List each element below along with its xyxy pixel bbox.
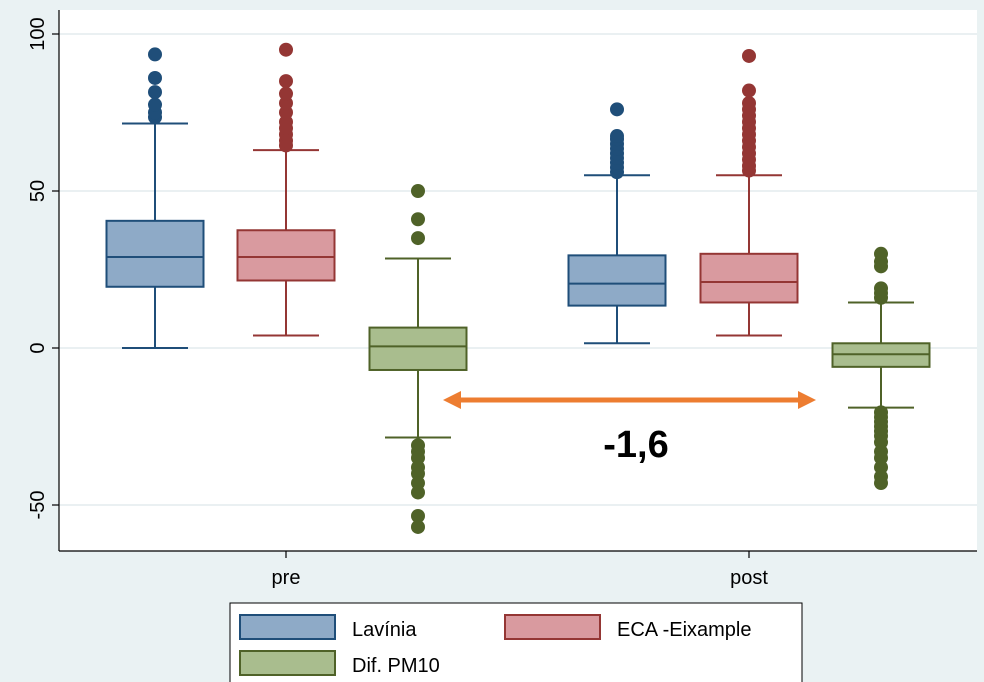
- legend-item-0: Lavínia: [240, 615, 417, 641]
- outlier-point: [742, 96, 756, 110]
- outlier-point: [610, 129, 624, 143]
- legend: Lavínia ECA -Eixample Dif. PM10: [230, 603, 802, 682]
- outlier-point: [411, 520, 425, 534]
- outlier-point: [874, 281, 888, 295]
- outlier-point: [874, 476, 888, 490]
- legend-label: ECA -Eixample: [617, 619, 752, 641]
- y-axis-ticks: 100 50 0 -50: [27, 17, 59, 519]
- legend-label: Dif. PM10: [352, 655, 440, 677]
- outlier-point: [411, 184, 425, 198]
- outlier-point: [874, 247, 888, 261]
- iqr-box: [107, 221, 204, 287]
- outlier-point: [279, 43, 293, 57]
- outlier-point: [148, 85, 162, 99]
- legend-label: Lavínia: [352, 619, 417, 641]
- outlier-point: [411, 231, 425, 245]
- outlier-point: [742, 49, 756, 63]
- outlier-point: [279, 74, 293, 88]
- y-tick-label: 0: [27, 342, 49, 353]
- x-axis-ticks: pre post: [272, 551, 769, 589]
- iqr-box: [370, 328, 467, 370]
- outlier-point: [148, 47, 162, 61]
- legend-swatch: [240, 615, 335, 639]
- iqr-box: [238, 230, 335, 280]
- y-tick-label: 50: [27, 180, 49, 202]
- outlier-point: [411, 212, 425, 226]
- legend-swatch: [240, 651, 335, 675]
- y-tick-label: -50: [27, 491, 49, 520]
- outlier-point: [148, 71, 162, 85]
- iqr-box: [701, 254, 798, 303]
- x-tick-label: post: [730, 567, 768, 589]
- y-tick-label: 100: [27, 17, 49, 50]
- x-tick-label: pre: [272, 567, 301, 589]
- iqr-box: [569, 255, 666, 305]
- outlier-point: [742, 84, 756, 98]
- outlier-point: [610, 102, 624, 116]
- outlier-point: [148, 98, 162, 112]
- outlier-point: [411, 485, 425, 499]
- difference-label: -1,6: [603, 424, 668, 466]
- legend-item-1: ECA -Eixample: [505, 615, 752, 641]
- legend-swatch: [505, 615, 600, 639]
- outlier-point: [279, 87, 293, 101]
